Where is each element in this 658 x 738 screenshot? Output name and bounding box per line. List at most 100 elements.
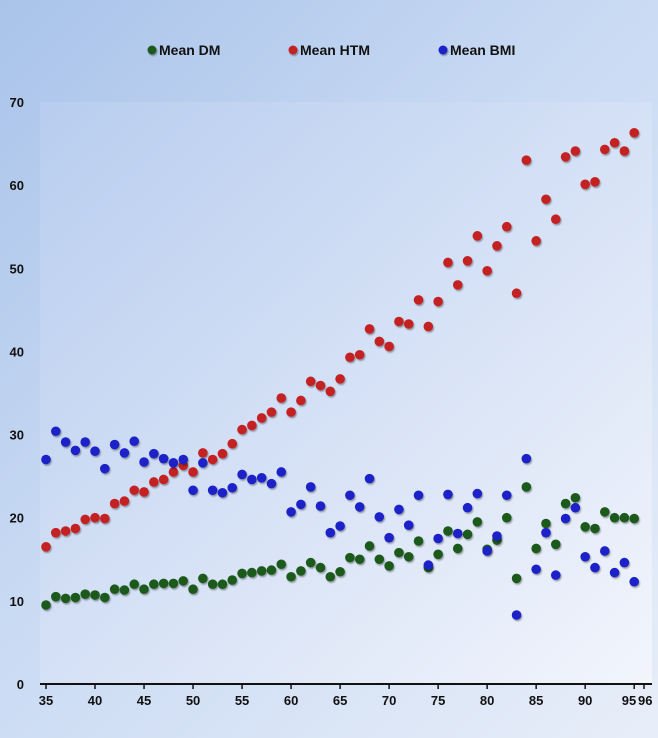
point-mean-htm [364,324,375,334]
point-mean-dm [276,559,287,570]
point-mean-bmi [492,531,502,541]
point-mean-bmi [511,610,522,620]
point-mean-htm [325,386,336,397]
point-mean-bmi [619,557,630,568]
point-mean-bmi [325,527,336,538]
point-mean-htm [511,288,522,299]
point-mean-htm [70,523,81,534]
point-mean-bmi [345,490,355,501]
point-mean-dm [570,492,581,503]
x-tick-label: 90 [578,693,592,708]
point-mean-dm [80,589,91,600]
point-mean-dm [599,507,610,517]
point-mean-dm [51,591,61,602]
x-tick-label: 50 [186,693,200,708]
y-tick-label: 60 [10,178,24,193]
x-tick-label: 65 [333,693,347,708]
point-mean-htm [51,527,61,538]
y-tick-label: 20 [10,511,24,526]
point-mean-htm [207,454,218,465]
point-mean-bmi [100,463,110,474]
point-mean-htm [452,280,463,290]
point-mean-dm [217,579,228,590]
point-mean-bmi [413,490,424,501]
legend-label-mean-bmi: Mean BMI [450,42,515,58]
point-mean-htm [609,137,620,148]
point-mean-dm [384,561,394,571]
point-mean-bmi [570,502,581,513]
point-mean-dm [266,565,277,575]
point-mean-dm [354,554,365,565]
point-mean-dm [256,566,267,576]
point-mean-bmi [482,546,492,556]
point-mean-htm [276,393,287,403]
point-mean-dm [501,512,512,523]
point-mean-htm [394,316,404,327]
point-mean-dm [394,547,404,558]
point-mean-htm [188,467,198,477]
point-mean-bmi [452,528,463,539]
point-mean-bmi [217,487,228,498]
point-mean-htm [129,485,140,496]
point-mean-htm [550,214,561,225]
point-mean-htm [256,413,267,423]
point-mean-htm [305,376,316,387]
point-mean-htm [158,474,169,485]
point-mean-bmi [609,567,620,578]
point-mean-bmi [423,560,434,570]
point-mean-bmi [247,474,257,485]
point-mean-dm [188,584,198,595]
point-mean-dm [433,549,443,560]
point-mean-dm [149,579,159,590]
point-mean-htm [501,221,512,232]
point-mean-bmi [364,473,375,484]
point-mean-dm [70,592,81,603]
point-mean-dm [580,522,590,532]
axes: 0 10 20 30 40 50 60 70 35 40 45 50 55 60 65 70 75 80 85 90 9… [10,95,653,708]
point-mean-bmi [129,436,140,447]
point-mean-bmi [149,448,159,459]
legend-label-mean-dm: Mean DM [159,42,220,58]
point-mean-bmi [227,482,238,493]
point-mean-dm [158,578,169,589]
point-mean-htm [100,513,110,524]
point-mean-htm [296,395,306,406]
point-mean-dm [168,578,179,589]
point-mean-dm [443,526,453,536]
point-mean-htm [423,321,434,332]
point-mean-bmi [256,473,267,483]
y-tick-label: 0 [17,677,24,692]
point-mean-dm [560,498,571,509]
point-mean-dm [109,584,120,595]
point-mean-bmi [541,527,551,538]
point-mean-bmi [521,453,532,464]
point-mean-htm [315,380,326,391]
x-tick-label: 75 [431,693,445,708]
point-mean-htm [531,236,541,246]
point-mean-htm [384,341,394,352]
y-tick-label: 30 [10,428,24,443]
point-mean-bmi [374,512,385,522]
point-mean-htm [41,542,51,552]
point-mean-dm [325,571,336,582]
point-mean-htm [492,241,502,251]
point-mean-bmi [315,501,326,511]
point-mean-htm [472,231,483,241]
point-mean-bmi [403,520,414,530]
legend-label-mean-htm: Mean HTM [300,42,370,58]
plot-area [40,102,652,684]
point-mean-htm [580,179,590,190]
point-mean-dm [462,529,473,540]
point-mean-bmi [60,437,71,447]
x-tick-label: 95 [622,693,636,708]
legend-marker-mean-bmi [438,45,448,55]
point-mean-htm [599,144,610,155]
point-mean-dm [511,573,522,584]
point-mean-dm [286,571,296,582]
point-mean-htm [227,438,238,449]
point-mean-dm [629,513,639,524]
point-mean-bmi [384,532,394,543]
point-mean-htm [462,256,473,266]
point-mean-htm [80,514,91,525]
